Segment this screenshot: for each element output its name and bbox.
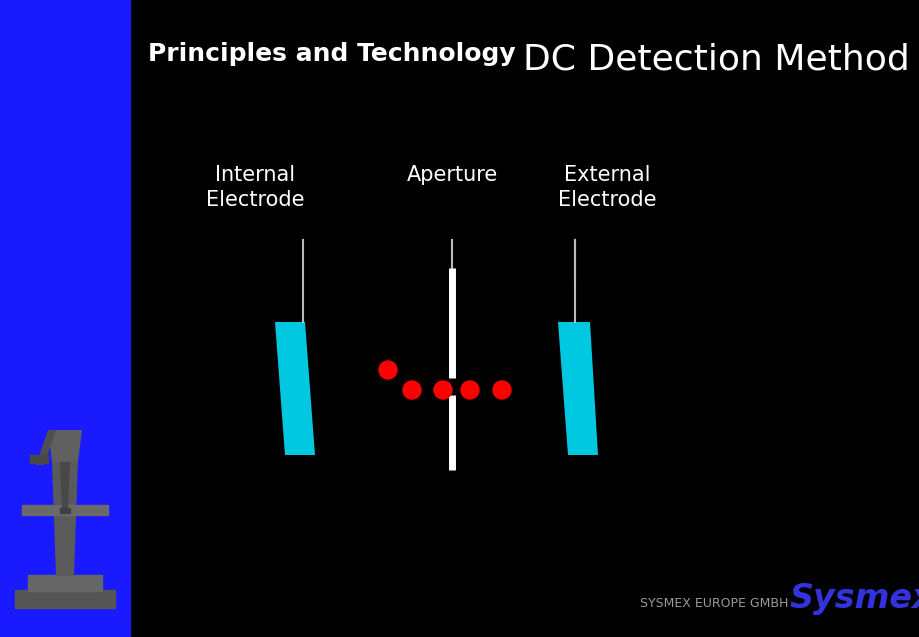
- Text: DC Detection Method: DC Detection Method: [523, 42, 909, 76]
- Bar: [30, 455, 48, 463]
- Circle shape: [434, 381, 451, 399]
- Circle shape: [493, 381, 510, 399]
- Polygon shape: [558, 322, 597, 455]
- Circle shape: [460, 381, 479, 399]
- Text: SYSMEX EUROPE GMBH: SYSMEX EUROPE GMBH: [640, 597, 788, 610]
- Polygon shape: [48, 430, 82, 462]
- Bar: [15, 590, 115, 608]
- Bar: [28, 575, 102, 591]
- Polygon shape: [36, 430, 56, 465]
- Polygon shape: [52, 460, 78, 576]
- Bar: [60, 508, 70, 513]
- Text: Sysmex: Sysmex: [789, 582, 919, 615]
- Bar: [0, 0, 130, 637]
- Text: Internal
Electrode: Internal Electrode: [206, 165, 304, 210]
- Text: Aperture: Aperture: [406, 165, 497, 185]
- Text: External
Electrode: External Electrode: [557, 165, 655, 210]
- Polygon shape: [275, 322, 314, 455]
- Polygon shape: [60, 462, 70, 510]
- Text: Principles and Technology: Principles and Technology: [148, 42, 515, 66]
- Bar: [22, 505, 108, 515]
- Circle shape: [379, 361, 397, 379]
- Circle shape: [403, 381, 421, 399]
